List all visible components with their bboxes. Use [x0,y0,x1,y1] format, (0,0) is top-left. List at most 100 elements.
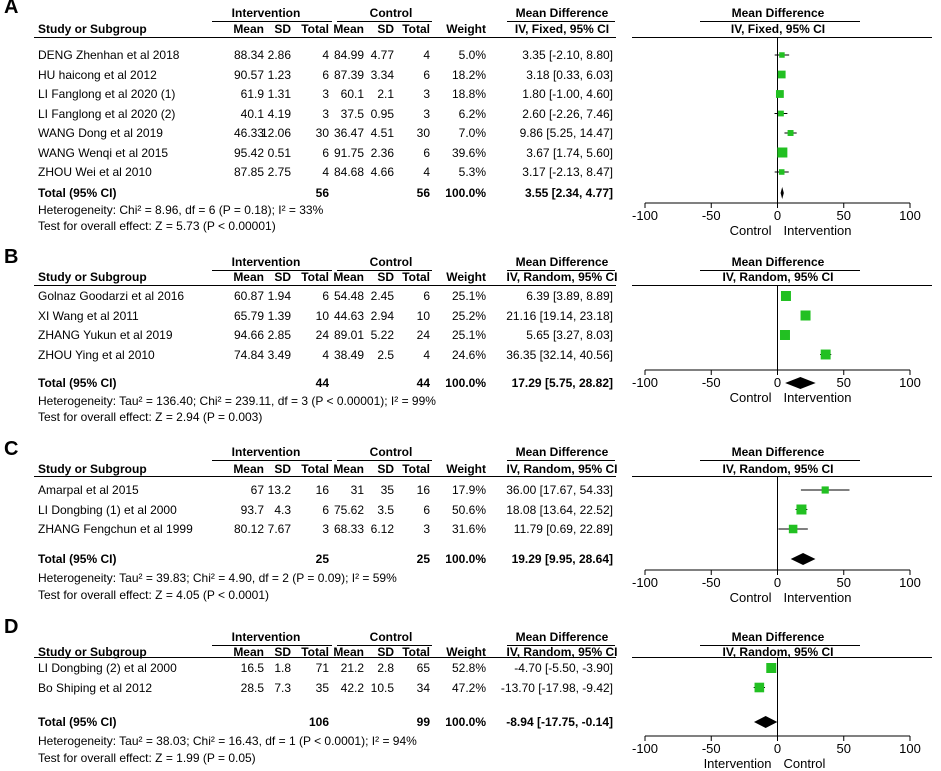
effect-marker [754,682,765,693]
study-ci-text: 3.67 [1.74, 5.60] [526,145,613,160]
col-header-ci: IV, Random, 95% CI [506,270,618,284]
col-header-mean2: Mean [333,270,364,284]
study-c-mean: 38.49 [333,347,364,362]
study-i-mean: 28.5 [240,680,264,695]
study-i-sd: 2.75 [267,165,291,179]
md-plot-header: Mean Difference [731,445,825,459]
plot-header-rule [632,476,932,477]
study-c-sd: 4.51 [370,126,394,140]
col-header-weight: Weight [446,462,486,476]
study-ci-text: 6.39 [3.89, 8.89] [526,289,613,303]
col-header-ci-plot: IV, Fixed, 95% CI [730,22,826,36]
study-c-mean: 91.75 [333,145,364,160]
study-c-n: 65 [416,661,430,675]
x-tick-label: 0 [773,575,782,590]
study-c-sd: 10.5 [370,680,394,695]
study-c-mean: 21.2 [340,661,364,675]
study-ci-text: 21.16 [19.14, 23.18] [506,308,613,323]
control-underline [337,645,432,646]
plot-header-rule [632,285,932,286]
study-name: ZHOU Ying et al 2010 [38,347,155,362]
study-c-n: 24 [416,328,430,342]
heterogeneity-text: Heterogeneity: Tau² = 136.40; Chi² = 239… [38,394,436,408]
study-i-sd: 3.49 [267,347,291,362]
study-i-n: 6 [322,67,329,82]
study-i-sd: 7.3 [274,680,291,695]
pooled-diamond [780,187,784,199]
study-i-mean: 95.42 [233,145,264,160]
panel-label: B [4,246,19,268]
control-underline [337,460,432,461]
study-name: WANG Wenqi et al 2015 [38,145,169,160]
study-c-n: 6 [423,289,430,303]
heterogeneity-text: Heterogeneity: Tau² = 39.83; Chi² = 4.90… [38,571,397,585]
x-tick-label: -50 [701,575,721,590]
col-header-study: Study or Subgroup [38,645,147,659]
study-c-mean: 84.68 [333,165,364,179]
panel-label: A [4,0,19,18]
table-header-rule [34,37,616,38]
md-underline [507,270,615,271]
effect-marker [775,90,784,98]
total-label: Total (95% CI) [38,715,117,729]
col-header-sd: SD [274,462,291,476]
study-weight: 47.2% [451,680,486,695]
study-c-mean: 54.48 [333,289,364,303]
axis-right-label: Intervention [783,390,852,405]
study-ci-text: 5.65 [3.27, 8.03] [526,328,613,342]
col-header-mean2: Mean [333,22,364,36]
axis-right-label: Intervention [783,223,852,238]
total-label: Total (95% CI) [38,376,117,390]
intervention-header: Intervention [231,445,301,459]
study-ci-text: 9.86 [5.25, 14.47] [519,126,613,140]
study-i-mean: 93.7 [240,502,264,517]
total-intervention-n: 56 [315,186,329,200]
x-tick-label: 0 [773,375,782,390]
study-i-n: 4 [322,347,329,362]
x-tick-label: 50 [836,741,851,756]
study-c-mean: 89.01 [333,328,364,342]
total-ci: 17.29 [5.75, 28.82] [511,376,613,390]
study-c-n: 30 [416,126,430,140]
study-i-n: 4 [322,165,329,179]
study-ci-text: 36.35 [32.14, 40.56] [506,347,613,362]
table-header-rule [34,476,616,477]
study-i-sd: 1.8 [274,661,291,675]
axis-left-label: Control [729,390,772,405]
effect-marker [821,486,829,494]
study-i-sd: 1.94 [267,289,291,303]
study-c-n: 4 [423,48,430,62]
md-plot-underline [700,460,860,461]
study-i-n: 30 [315,126,329,140]
study-name: XI Wang et al 2011 [38,308,139,323]
col-header-total: Total [301,22,329,36]
x-tick-label: 50 [836,208,851,223]
col-header-sd2: SD [377,462,394,476]
study-c-mean: 36.47 [333,126,364,140]
study-c-mean: 75.62 [333,502,364,517]
total-weight: 100.0% [445,186,486,200]
x-tick-label: -50 [701,208,721,223]
study-c-sd: 4.66 [370,165,394,179]
table-header-rule [34,657,616,658]
md-plot-header: Mean Difference [731,255,825,269]
study-i-n: 3 [322,87,329,101]
study-i-mean: 16.5 [240,661,264,675]
col-header-mean2: Mean [333,462,364,476]
axis-right-label: Intervention [783,590,852,605]
heterogeneity-text: Heterogeneity: Tau² = 38.03; Chi² = 16.4… [38,734,417,748]
total-weight: 100.0% [445,715,486,729]
study-ci-text: 11.79 [0.69, 22.89] [513,522,613,536]
study-c-sd: 5.22 [370,328,394,342]
col-header-total2: Total [402,22,430,36]
overall-effect-text: Test for overall effect: Z = 5.73 (P < 0… [38,219,276,233]
col-header-total2: Total [402,462,430,476]
control-header: Control [369,630,413,644]
study-i-mean: 40.1 [240,106,264,121]
study-weight: 5.3% [458,165,486,179]
total-intervention-n: 106 [308,715,329,729]
col-header-ci: IV, Random, 95% CI [506,462,618,476]
study-i-sd: 2.86 [267,48,291,62]
study-name: ZHANG Fengchun et al 1999 [38,522,193,536]
total-intervention-n: 44 [315,376,329,390]
